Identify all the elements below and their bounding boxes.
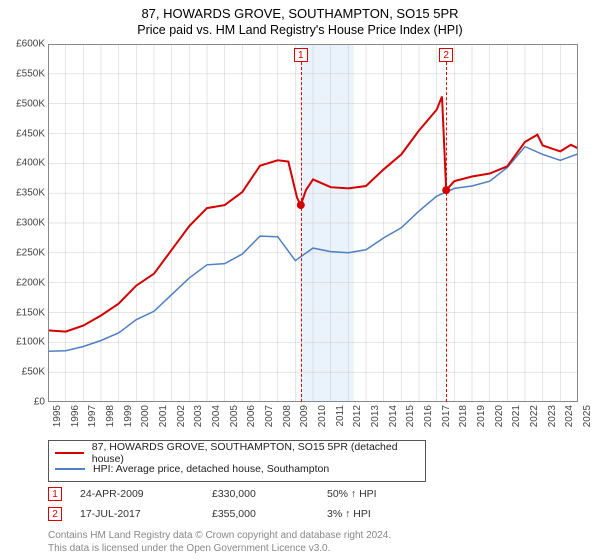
x-tick-label: 2015 <box>405 405 416 427</box>
title-sub: Price paid vs. HM Land Registry's House … <box>0 23 600 37</box>
sale-price-2: £355,000 <box>212 508 327 520</box>
footer-line-1: Contains HM Land Registry data © Crown c… <box>48 530 391 543</box>
chart-container: 87, HOWARDS GROVE, SOUTHAMPTON, SO15 5PR… <box>0 0 600 560</box>
x-tick-label: 2018 <box>458 405 469 427</box>
x-tick-label: 2001 <box>158 405 169 427</box>
x-tick-label: 2000 <box>140 405 151 427</box>
y-tick-label: £450K <box>16 128 45 139</box>
x-tick-label: 1995 <box>52 405 63 427</box>
x-tick-label: 2025 <box>582 405 593 427</box>
x-tick-label: 2004 <box>211 405 222 427</box>
x-tick-label: 2013 <box>370 405 381 427</box>
legend-label-property: 87, HOWARDS GROVE, SOUTHAMPTON, SO15 5PR… <box>92 441 419 465</box>
y-tick-label: £500K <box>16 98 45 109</box>
sale-marker-box: 1 <box>294 48 308 62</box>
y-tick-label: £350K <box>16 188 45 199</box>
title-block: 87, HOWARDS GROVE, SOUTHAMPTON, SO15 5PR… <box>0 0 600 37</box>
x-tick-label: 2011 <box>335 405 346 427</box>
sale-vline <box>446 62 447 402</box>
x-tick-label: 2017 <box>441 405 452 427</box>
x-tick-label: 1998 <box>105 405 116 427</box>
x-tick-label: 2022 <box>529 405 540 427</box>
sale-date-2: 17-JUL-2017 <box>80 508 212 520</box>
x-tick-label: 2021 <box>511 405 522 427</box>
sales-table: 1 24-APR-2009 £330,000 50% ↑ HPI 2 17-JU… <box>48 484 427 524</box>
x-tick-label: 1997 <box>87 405 98 427</box>
y-tick-label: £550K <box>16 68 45 79</box>
sale-row-2: 2 17-JUL-2017 £355,000 3% ↑ HPI <box>48 504 427 524</box>
x-tick-label: 2016 <box>423 405 434 427</box>
x-tick-label: 2008 <box>282 405 293 427</box>
x-tick-label: 2006 <box>246 405 257 427</box>
y-tick-label: £100K <box>16 337 45 348</box>
x-tick-label: 2019 <box>476 405 487 427</box>
y-tick-label: £0 <box>34 397 45 408</box>
x-tick-label: 2010 <box>317 405 328 427</box>
x-tick-label: 2007 <box>264 405 275 427</box>
title-main: 87, HOWARDS GROVE, SOUTHAMPTON, SO15 5PR <box>0 6 600 21</box>
y-tick-label: £400K <box>16 158 45 169</box>
sale-marker-2: 2 <box>48 507 62 521</box>
x-tick-label: 2024 <box>564 405 575 427</box>
y-tick-label: £150K <box>16 307 45 318</box>
sale-vline <box>301 62 302 402</box>
y-tick-label: £50K <box>22 367 45 378</box>
sale-date-1: 24-APR-2009 <box>80 488 212 500</box>
x-tick-label: 1996 <box>70 405 81 427</box>
legend-swatch-property <box>55 452 84 454</box>
y-tick-label: £600K <box>16 39 45 50</box>
sale-marker-1: 1 <box>48 487 62 501</box>
x-tick-label: 2012 <box>352 405 363 427</box>
footer-line-2: This data is licensed under the Open Gov… <box>48 543 391 556</box>
y-tick-label: £200K <box>16 277 45 288</box>
x-tick-label: 2009 <box>299 405 310 427</box>
sale-pct-2: 3% ↑ HPI <box>327 508 427 520</box>
legend-item-property: 87, HOWARDS GROVE, SOUTHAMPTON, SO15 5PR… <box>55 445 419 461</box>
x-tick-label: 2005 <box>229 405 240 427</box>
x-tick-label: 2023 <box>547 405 558 427</box>
x-tick-label: 2002 <box>176 405 187 427</box>
sale-marker-box: 2 <box>439 48 453 62</box>
x-tick-label: 2014 <box>388 405 399 427</box>
legend-swatch-hpi <box>55 468 85 470</box>
y-tick-label: £250K <box>16 247 45 258</box>
sale-pct-1: 50% ↑ HPI <box>327 488 427 500</box>
legend-label-hpi: HPI: Average price, detached house, Sout… <box>93 463 329 475</box>
y-tick-label: £300K <box>16 218 45 229</box>
x-tick-label: 2003 <box>193 405 204 427</box>
sale-price-1: £330,000 <box>212 488 327 500</box>
sale-row-1: 1 24-APR-2009 £330,000 50% ↑ HPI <box>48 484 427 504</box>
legend: 87, HOWARDS GROVE, SOUTHAMPTON, SO15 5PR… <box>48 440 426 482</box>
footer: Contains HM Land Registry data © Crown c… <box>48 530 391 555</box>
chart-border <box>48 44 578 402</box>
x-tick-label: 2020 <box>494 405 505 427</box>
x-tick-label: 1999 <box>123 405 134 427</box>
